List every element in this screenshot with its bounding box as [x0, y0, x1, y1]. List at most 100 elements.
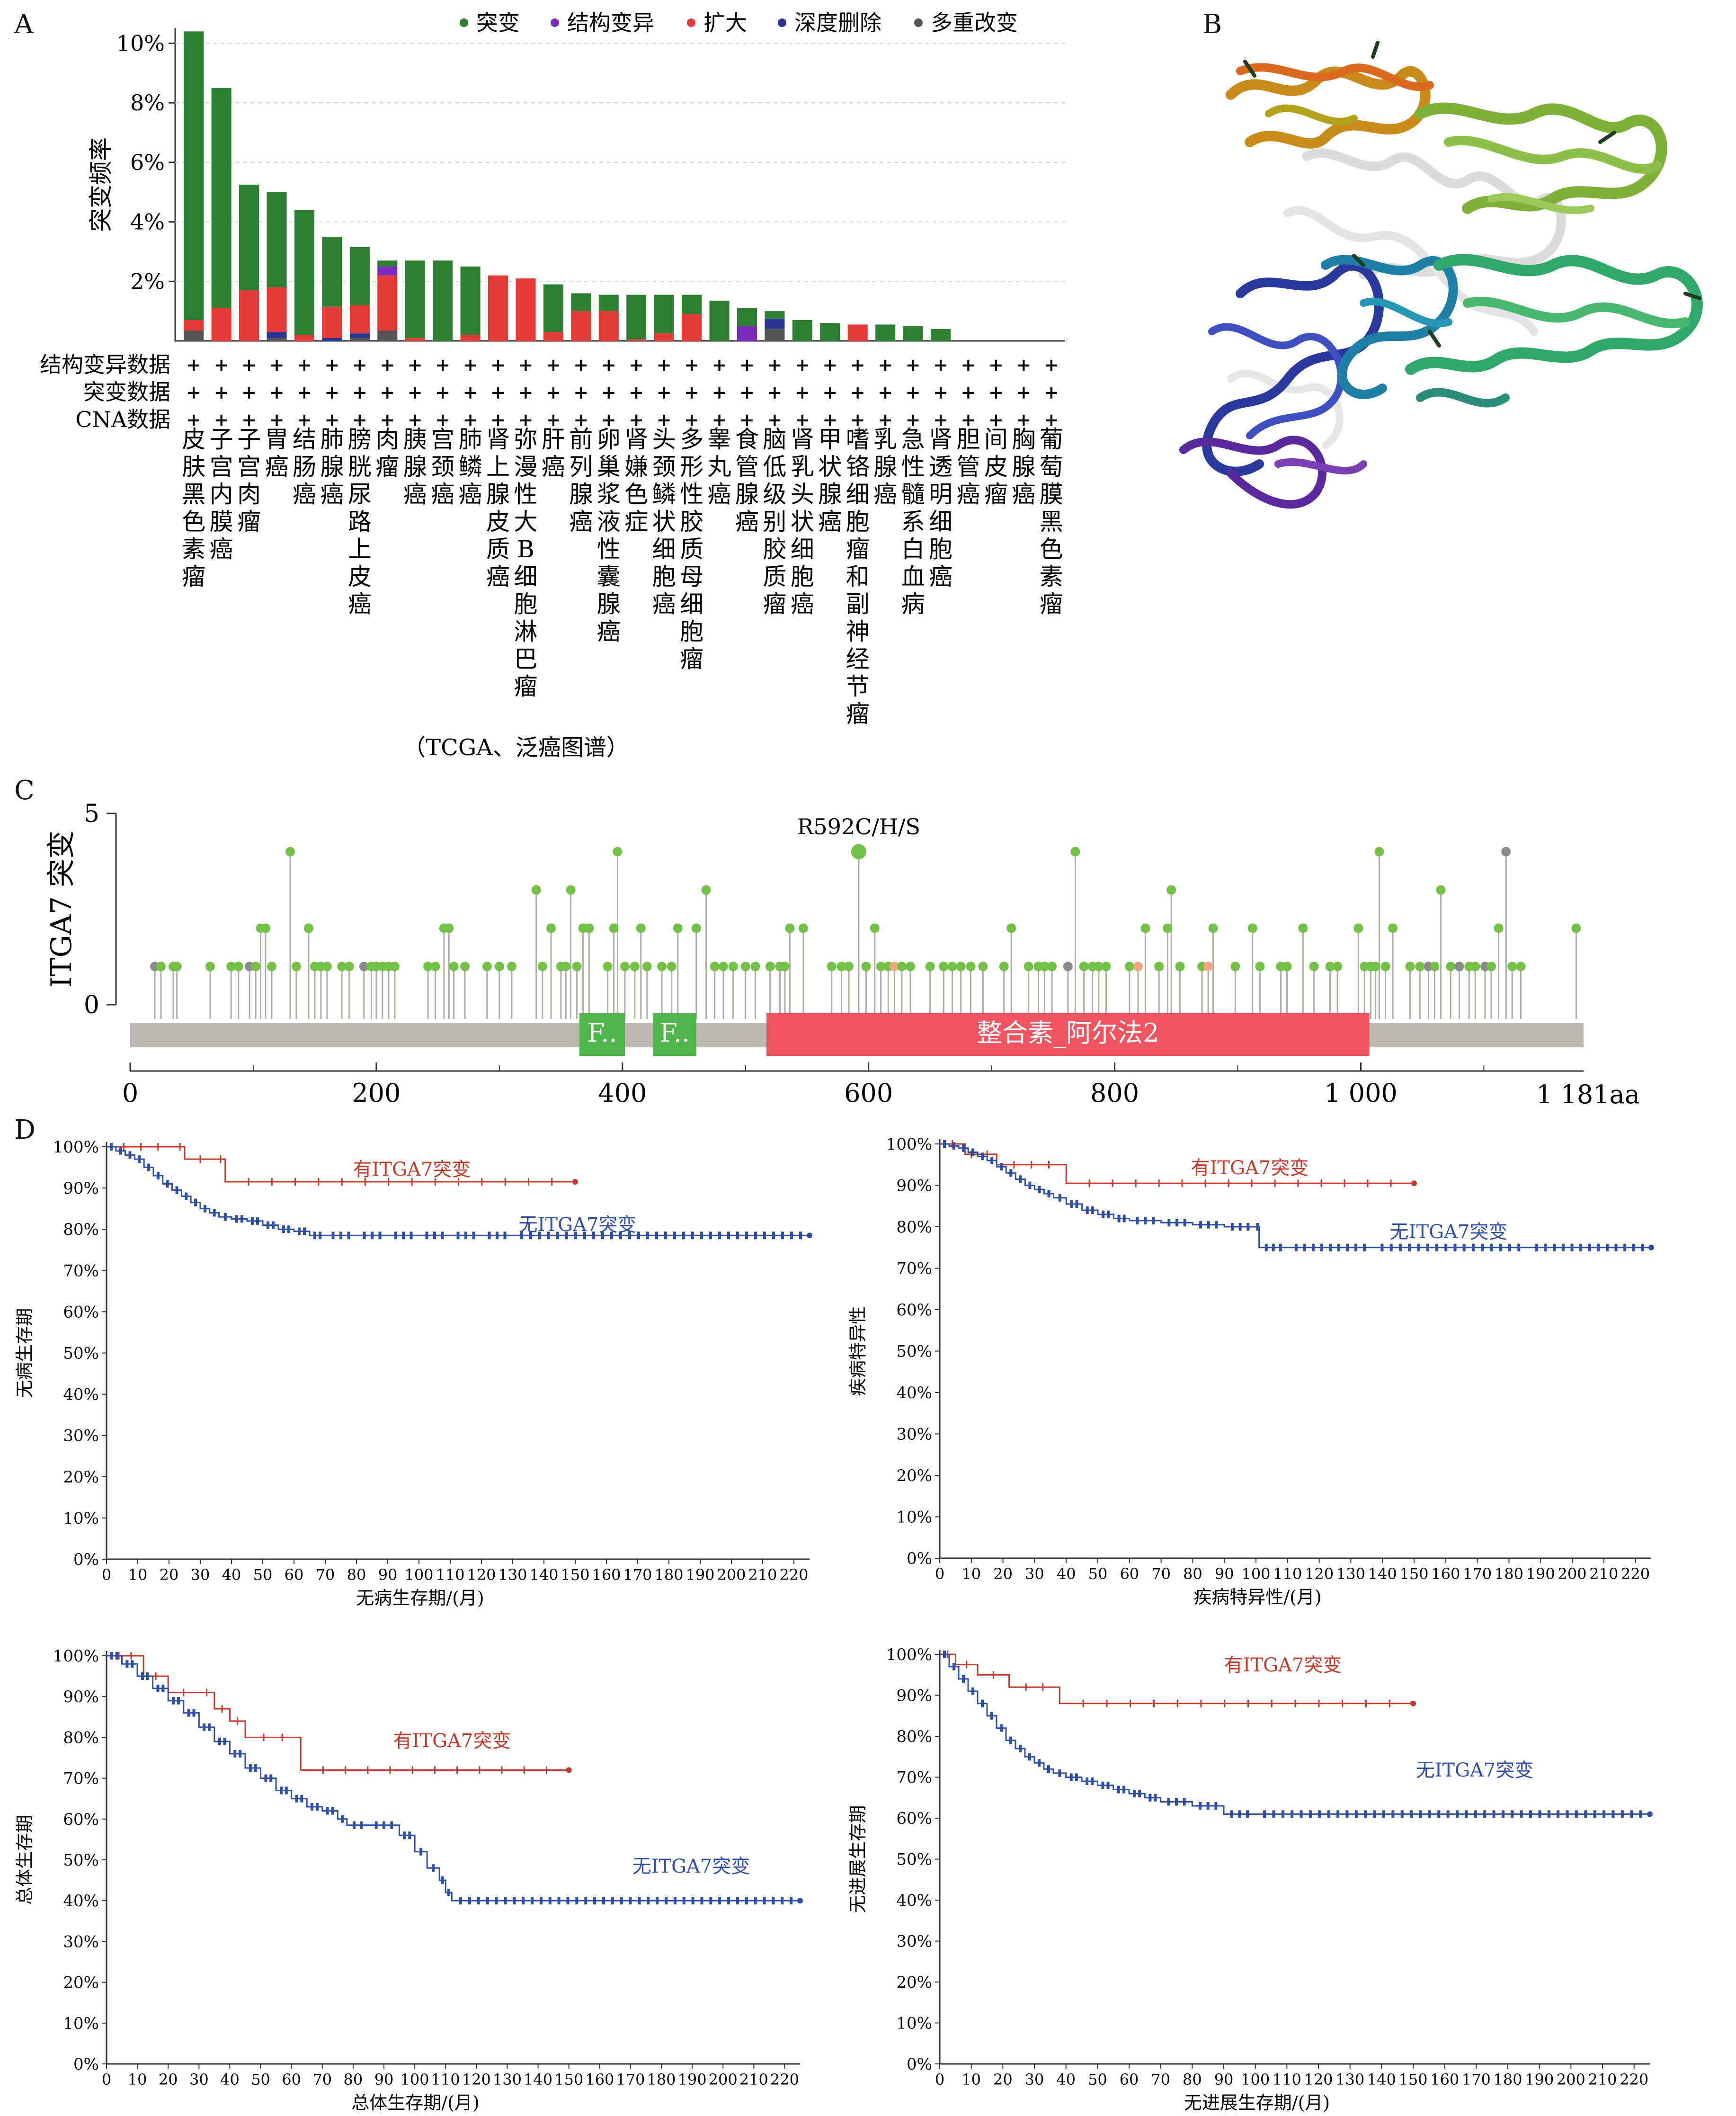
y-tick-label: 10% — [896, 1508, 932, 1527]
category-label-char: 管 — [956, 453, 980, 481]
category-label-char: 癌 — [652, 590, 676, 618]
category-label-char: 色 — [182, 508, 205, 536]
bar-segment — [682, 295, 702, 314]
series-label: 无ITGA7突变 — [1390, 1221, 1508, 1243]
data-row-mark: + — [408, 382, 423, 403]
x-tick-label: 130 — [498, 1566, 527, 1584]
category-label-char: 性 — [514, 481, 537, 508]
mutation-lollipop — [460, 962, 470, 972]
data-row-mark: + — [878, 382, 893, 403]
y-tick-label: 10% — [896, 2014, 932, 2033]
data-row-mark: + — [657, 382, 672, 403]
x-tick-label: 120 — [462, 2071, 491, 2089]
category-label-char: 胞 — [652, 563, 676, 590]
x-tick-label: 90 — [374, 2071, 394, 2089]
censor-end-mark — [1411, 1180, 1417, 1187]
mutation-lollipop — [620, 962, 630, 972]
y-tick-label: 0 — [84, 991, 99, 1019]
mutation-lollipop — [1333, 962, 1343, 972]
x-tick-label: 20 — [159, 2071, 178, 2089]
x-tick-label: 50 — [1088, 1565, 1108, 1583]
mutation-lollipop — [1516, 962, 1526, 972]
category-label-char: 状 — [652, 508, 676, 536]
x-tick-label: 130 — [493, 2071, 522, 2089]
x-tick-label: 210 — [748, 1566, 777, 1584]
category-label-char: 别 — [763, 508, 786, 536]
data-row-mark: + — [1044, 354, 1059, 375]
data-row-mark: + — [324, 354, 339, 375]
x-tick-label: 200 — [709, 2071, 738, 2089]
category-label-char: 细 — [791, 536, 814, 563]
category-label-char: 癌 — [818, 508, 842, 536]
x-tick-label: 70 — [316, 1566, 335, 1584]
x-tick-label: 200 — [717, 1566, 746, 1584]
category-label-char: 乳 — [791, 453, 814, 481]
mutation-lollipop — [701, 885, 711, 895]
x-tick-label: 10 — [128, 2071, 147, 2089]
mutation-lollipop — [1047, 962, 1057, 972]
data-row-mark: + — [408, 354, 423, 375]
x-tick-label: 1 000 — [1324, 1078, 1398, 1108]
category-label-char: 状 — [791, 508, 814, 536]
data-row-mark: + — [657, 409, 672, 430]
x-tick-label: 40 — [220, 2071, 240, 2089]
mutation-lollipop — [156, 962, 166, 972]
y-tick-label: 60% — [896, 1809, 932, 1828]
x-tick-label: 210 — [1589, 1565, 1618, 1583]
mutation-lollipop — [572, 962, 582, 972]
mutation-lollipop — [494, 962, 504, 972]
category-label-char: 癌 — [348, 590, 372, 618]
data-row-mark: + — [186, 409, 201, 430]
category-label-char: 癌 — [459, 481, 482, 508]
y-tick-label: 80% — [63, 1220, 99, 1239]
mutation-lollipop — [1006, 923, 1016, 933]
category-label-char: 癌 — [708, 481, 731, 508]
mutation-lollipop — [710, 962, 720, 972]
category-label-char: 腺 — [1012, 453, 1035, 481]
data-row-mark: + — [629, 354, 644, 375]
category-label-char: 睾 — [708, 426, 731, 453]
survival-curve — [107, 1146, 575, 1183]
mutation-lollipop — [1063, 962, 1073, 972]
category-label-char: 腺 — [873, 453, 897, 481]
data-row-mark: + — [214, 409, 229, 430]
x-tick-label: 160 — [585, 2071, 614, 2089]
bar-segment — [737, 326, 757, 341]
category-label-char: 腺 — [403, 453, 427, 481]
category-label-char: 漫 — [514, 453, 537, 481]
category-label-char: 肉 — [375, 426, 399, 453]
data-row-mark: + — [988, 382, 1004, 403]
mutation-lollipop — [1353, 923, 1363, 933]
category-label-char: 母 — [680, 563, 703, 590]
data-row-label: 结构变异数据 — [40, 352, 170, 377]
mutation-lollipop — [861, 962, 871, 972]
category-label-char: 胰 — [403, 426, 427, 453]
category-label-char: 和 — [846, 563, 870, 590]
data-row-mark: + — [712, 382, 727, 403]
category-label-char: 上 — [348, 536, 372, 563]
bar-segment — [598, 311, 619, 341]
data-row-mark: + — [933, 354, 948, 375]
mutation-lollipop — [1154, 962, 1164, 972]
bar-segment — [654, 295, 674, 334]
data-row-mark: + — [573, 409, 588, 430]
bar-segment — [267, 287, 287, 332]
category-label-char: 鳞 — [459, 453, 482, 481]
data-row-mark: + — [463, 382, 478, 403]
category-label-char: 血 — [901, 563, 925, 590]
bar-segment — [184, 320, 204, 330]
bar-segment — [267, 332, 287, 338]
x-axis-end-label: 1 181aa — [1536, 1080, 1640, 1109]
y-tick-label: 100% — [53, 1647, 99, 1666]
y-tick-label: 40% — [63, 1892, 99, 1911]
bar-segment — [765, 311, 785, 319]
y-tick-label: 6% — [130, 150, 165, 175]
category-label-char: 肾 — [929, 426, 953, 453]
category-label-char: 腺 — [486, 481, 510, 508]
category-label-char: 膜 — [210, 508, 233, 536]
legend-marker — [778, 18, 786, 27]
category-label-char: 质 — [763, 563, 786, 590]
survival-curve — [940, 1653, 1650, 1815]
data-row-mark: + — [186, 354, 201, 375]
